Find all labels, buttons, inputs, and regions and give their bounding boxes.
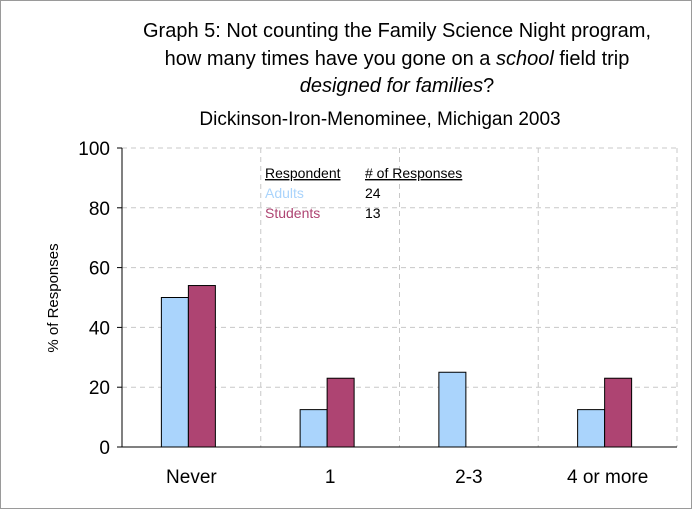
x-tick-label: 1 <box>325 467 336 488</box>
bar-adults-2 <box>438 371 467 448</box>
bar-adults-0 <box>160 297 189 448</box>
y-tick-label: 100 <box>78 139 110 160</box>
title-emphasis-school: school <box>496 48 554 70</box>
legend-header-respondent: Respondent <box>265 165 341 181</box>
title-emphasis-families: designed for families <box>300 75 483 97</box>
bar-students-1 <box>326 377 355 448</box>
y-tick-label: 0 <box>99 438 110 459</box>
legend-label-students: Students <box>265 205 320 221</box>
y-tick-label: 40 <box>89 318 110 339</box>
legend: Respondent # of Responses Adults 24 Stud… <box>265 165 462 221</box>
legend-count-adults: 24 <box>365 185 381 201</box>
legend-label-adults: Adults <box>265 185 304 201</box>
bar-adults-3 <box>577 409 606 448</box>
title-line-2-end: field trip <box>554 48 630 70</box>
y-axis-label: % of Responses <box>45 243 62 352</box>
x-tick-label: Never <box>166 467 217 488</box>
chart-title-line-1: Graph 5: Not counting the Family Science… <box>143 20 651 42</box>
chart-title-line-3: designed for families? <box>300 75 495 97</box>
title-line-2-start: how many times have you gone on a <box>165 48 496 70</box>
y-tick-labels: 0 20 40 60 80 100 <box>78 139 110 459</box>
y-tick-label: 60 <box>89 259 110 280</box>
legend-count-students: 13 <box>365 205 381 221</box>
y-tick-label: 80 <box>89 199 110 220</box>
axes-group <box>117 147 677 448</box>
bars-group <box>160 285 633 448</box>
x-tick-label: 4 or more <box>567 467 648 488</box>
x-tick-label: 2-3 <box>455 467 482 488</box>
title-line-3-end: ? <box>483 75 494 97</box>
legend-header-responses: # of Responses <box>365 165 462 181</box>
y-tick-label: 20 <box>89 378 110 399</box>
bar-students-3 <box>604 377 633 448</box>
x-tick-labels: Never 1 2-3 4 or more <box>166 467 648 488</box>
chart-subtitle: Dickinson-Iron-Menominee, Michigan 2003 <box>199 109 560 130</box>
chart-title-line-2: how many times have you gone on a school… <box>165 48 630 70</box>
bar-adults-1 <box>299 409 328 448</box>
bar-students-0 <box>187 285 216 448</box>
